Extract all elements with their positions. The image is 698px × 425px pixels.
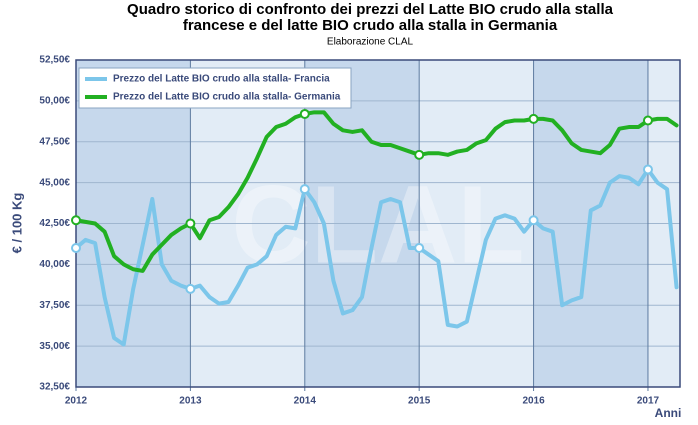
point-marker — [528, 215, 539, 226]
x-tick-label: 2016 — [522, 396, 545, 407]
y-tick-label: 47,50€ — [39, 136, 70, 147]
legend-label: Prezzo del Latte BIO crudo alla stalla- … — [113, 92, 341, 103]
y-tick-label: 35,00€ — [39, 341, 70, 352]
legend-label: Prezzo del Latte BIO crudo alla stalla- … — [113, 74, 330, 85]
chart-title: francese e del latte BIO crudo alla stal… — [183, 17, 558, 34]
x-tick-label: 2012 — [65, 396, 88, 407]
x-tick-label: 2017 — [637, 396, 660, 407]
x-tick-label: 2013 — [179, 396, 202, 407]
y-tick-label: 32,50€ — [39, 382, 70, 393]
point-marker — [414, 149, 425, 160]
x-tick-label: 2015 — [408, 396, 431, 407]
y-tick-label: 40,00€ — [39, 259, 70, 270]
plot-area: CLAL32,50€35,00€37,50€40,00€42,50€45,00€… — [39, 55, 681, 407]
y-axis-label: € / 100 Kg — [9, 193, 24, 254]
point-marker — [414, 243, 425, 254]
x-tick-label: 2014 — [294, 396, 317, 407]
point-marker — [642, 115, 653, 126]
point-marker — [185, 218, 196, 229]
legend-box — [78, 67, 352, 109]
chart-subtitle: Elaborazione CLAL — [327, 37, 414, 48]
y-tick-label: 37,50€ — [39, 300, 70, 311]
chart-title: Quadro storico di confronto dei prezzi d… — [127, 1, 614, 18]
point-marker — [299, 184, 310, 195]
y-tick-label: 50,00€ — [39, 96, 70, 107]
y-tick-label: 45,00€ — [39, 177, 70, 188]
point-marker — [299, 108, 310, 119]
x-axis-label: Anni — [655, 406, 682, 420]
point-marker — [71, 243, 81, 254]
point-marker — [71, 215, 81, 226]
point-marker — [185, 283, 196, 294]
y-tick-label: 52,50€ — [39, 55, 70, 66]
point-marker — [528, 113, 539, 124]
series-line — [74, 110, 679, 273]
series-line — [74, 167, 679, 347]
point-marker — [642, 164, 653, 175]
y-tick-label: 42,50€ — [39, 218, 70, 229]
